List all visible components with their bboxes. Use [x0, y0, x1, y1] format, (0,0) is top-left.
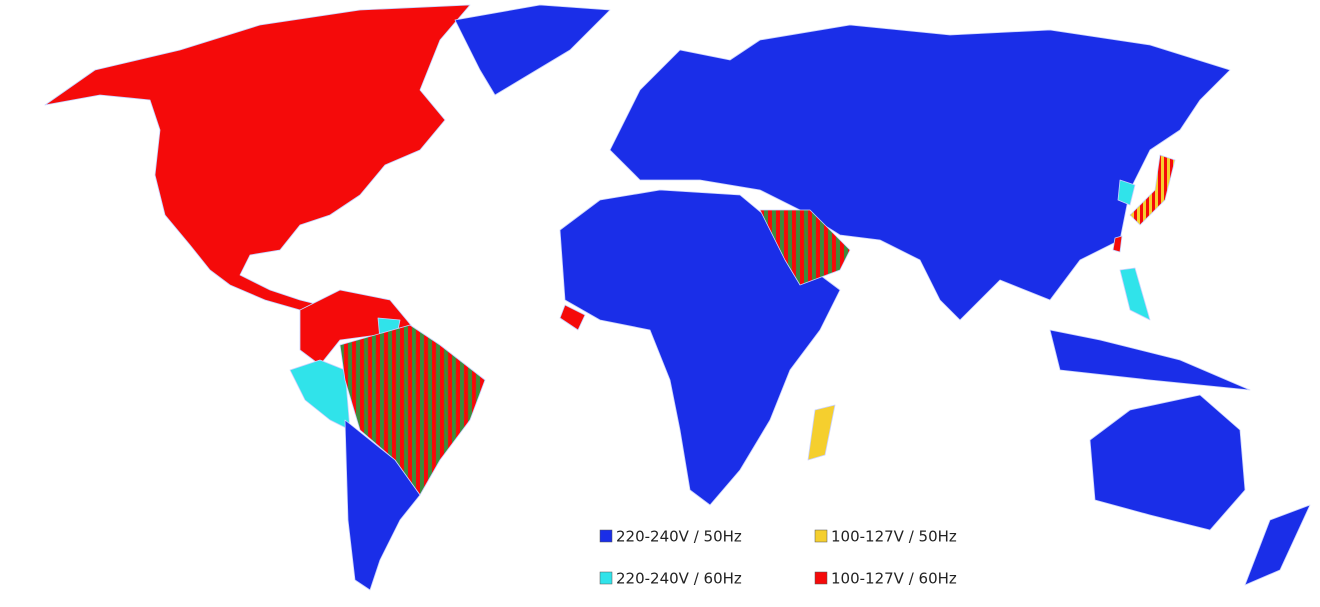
legend-swatch — [599, 529, 613, 543]
brazil — [339, 324, 486, 496]
north-america — [44, 4, 471, 311]
legend-label: 100-127V / 60Hz — [831, 570, 957, 588]
legend-label: 220-240V / 50Hz — [616, 528, 742, 546]
madagascar — [807, 404, 836, 461]
legend-swatch — [814, 529, 828, 543]
new-zealand — [1244, 504, 1311, 586]
africa — [559, 189, 841, 506]
arabian-peninsula — [759, 209, 851, 286]
greenland — [454, 4, 611, 96]
legend-swatch — [599, 571, 613, 585]
legend-label: 100-127V / 50Hz — [831, 528, 957, 546]
legend: 220-240V / 50Hz 100-127V / 50Hz 220-240V /… — [599, 528, 957, 588]
japan — [1129, 154, 1176, 226]
southern-cone — [344, 419, 421, 591]
taiwan — [1112, 235, 1123, 253]
legend-swatch — [814, 571, 828, 585]
korea — [1117, 179, 1136, 206]
philippines — [1119, 267, 1151, 321]
legend-label: 220-240V / 60Hz — [616, 570, 742, 588]
liberia — [559, 304, 586, 331]
australia — [1089, 394, 1246, 531]
land-regions — [44, 4, 1311, 591]
indonesia — [1049, 329, 1251, 391]
peru-region — [289, 359, 351, 431]
